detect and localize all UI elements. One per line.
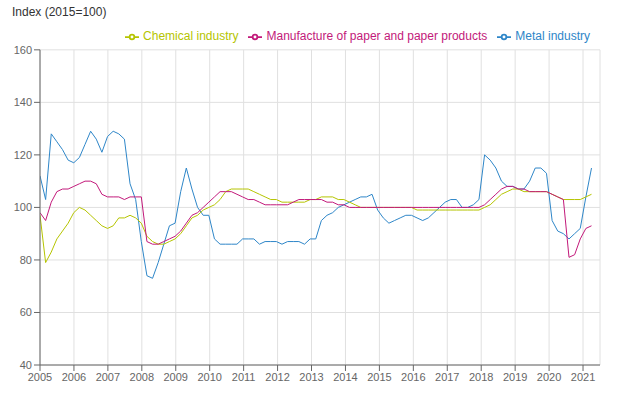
svg-text:2007: 2007 [96, 371, 120, 383]
svg-text:2005: 2005 [28, 371, 52, 383]
svg-text:2021: 2021 [571, 371, 595, 383]
svg-text:2008: 2008 [130, 371, 154, 383]
svg-text:2009: 2009 [164, 371, 188, 383]
html-text:Manufacture of paper and paper: Manufacture of paper and paper products [266, 29, 488, 43]
html-text:Chemical industry: Chemical industry [143, 29, 239, 43]
svg-text:2006: 2006 [62, 371, 86, 383]
html-text:Metal industry: Metal industry [515, 29, 590, 43]
svg-text:2016: 2016 [401, 371, 425, 383]
svg-text:2020: 2020 [537, 371, 561, 383]
svg-text:2019: 2019 [503, 371, 527, 383]
svg-text:140: 140 [14, 96, 32, 108]
svg-text:2017: 2017 [435, 371, 459, 383]
svg-text:2011: 2011 [232, 371, 256, 383]
svg-text:80: 80 [20, 254, 32, 266]
svg-text:40: 40 [20, 359, 32, 371]
html-text:Index (2015=100): Index (2015=100) [12, 5, 107, 19]
svg-text:160: 160 [14, 44, 32, 56]
svg-text:2018: 2018 [469, 371, 493, 383]
svg-text:2014: 2014 [333, 371, 357, 383]
svg-text:2015: 2015 [367, 371, 391, 383]
svg-text:2013: 2013 [299, 371, 323, 383]
svg-text:100: 100 [14, 201, 32, 213]
svg-text:2012: 2012 [265, 371, 289, 383]
svg-text:2010: 2010 [197, 371, 221, 383]
svg-text:120: 120 [14, 149, 32, 161]
svg-text:60: 60 [20, 306, 32, 318]
